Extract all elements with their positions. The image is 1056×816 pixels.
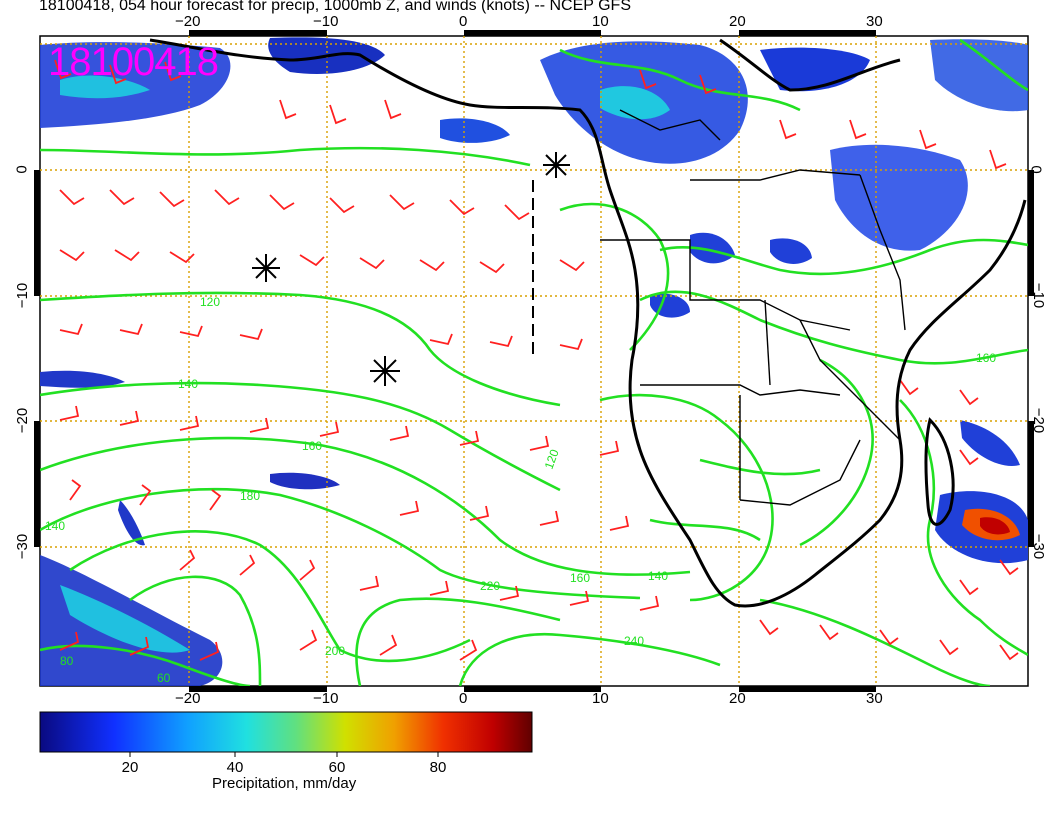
contour-label: 160 [570, 571, 590, 585]
contour-label: 160 [302, 439, 322, 453]
lon-tick-top: 20 [729, 13, 746, 30]
map-frame [39, 35, 1029, 687]
lat-tick-right: −20 [1030, 407, 1048, 434]
contour-label: 120 [542, 447, 562, 471]
map-title: 18100418, 054 hour forecast for precip, … [39, 0, 631, 14]
contour-label-group: 120 140 160 180 200 220 240 140 140 160 … [45, 295, 996, 685]
run-stamp: 18100418 [48, 40, 219, 84]
lat-tick-right: −30 [1030, 533, 1048, 560]
colorbar-ticks [129, 752, 439, 757]
colorbar-tick-label: 40 [227, 759, 244, 776]
colorbar-tick-label: 20 [122, 759, 139, 776]
wind-barbs [54, 59, 1019, 661]
frame-ticks [34, 30, 1034, 692]
lon-tick-bottom: 30 [866, 690, 883, 707]
lat-tick-left: 0 [13, 165, 31, 174]
contour-label: 160 [976, 351, 996, 365]
contour-label: 200 [325, 644, 345, 658]
lon-tick-bottom: 0 [459, 690, 468, 707]
lon-tick-bottom: −10 [313, 690, 339, 707]
height-contours [40, 38, 1028, 686]
contour-label: 140 [648, 569, 668, 583]
lon-tick-bottom: −20 [175, 690, 201, 707]
colorbar-tick-label: 60 [329, 759, 346, 776]
contour-label: 240 [624, 634, 644, 648]
lon-tick-top: 10 [592, 13, 609, 30]
lon-tick-top: −10 [313, 13, 339, 30]
lon-tick-top: 30 [866, 13, 883, 30]
contour-label: 120 [200, 295, 220, 309]
lon-tick-bottom: 20 [729, 690, 746, 707]
colorbar-label: Precipitation, mm/day [212, 775, 357, 792]
country-borders [600, 109, 906, 506]
contour-label: 80 [60, 654, 74, 668]
lat-tick-left: −20 [14, 407, 32, 434]
lon-tick-bottom: 10 [592, 690, 609, 707]
lat-tick-right: −10 [1030, 282, 1048, 309]
lat-tick-right: 0 [1027, 165, 1045, 174]
colorbar [39, 711, 533, 753]
contour-label: 60 [157, 671, 171, 685]
lon-tick-top: 0 [459, 13, 468, 30]
star-markers [252, 152, 570, 386]
contour-label: 140 [45, 519, 65, 533]
contour-label: 180 [240, 489, 260, 503]
contour-label: 140 [178, 377, 198, 391]
lon-tick-top: −20 [175, 13, 201, 30]
coastlines [149, 38, 1027, 608]
colorbar-tick-label: 80 [430, 759, 447, 776]
lat-tick-left: −30 [14, 533, 32, 560]
lat-tick-left: −10 [14, 282, 32, 309]
contour-label: 220 [480, 579, 500, 593]
